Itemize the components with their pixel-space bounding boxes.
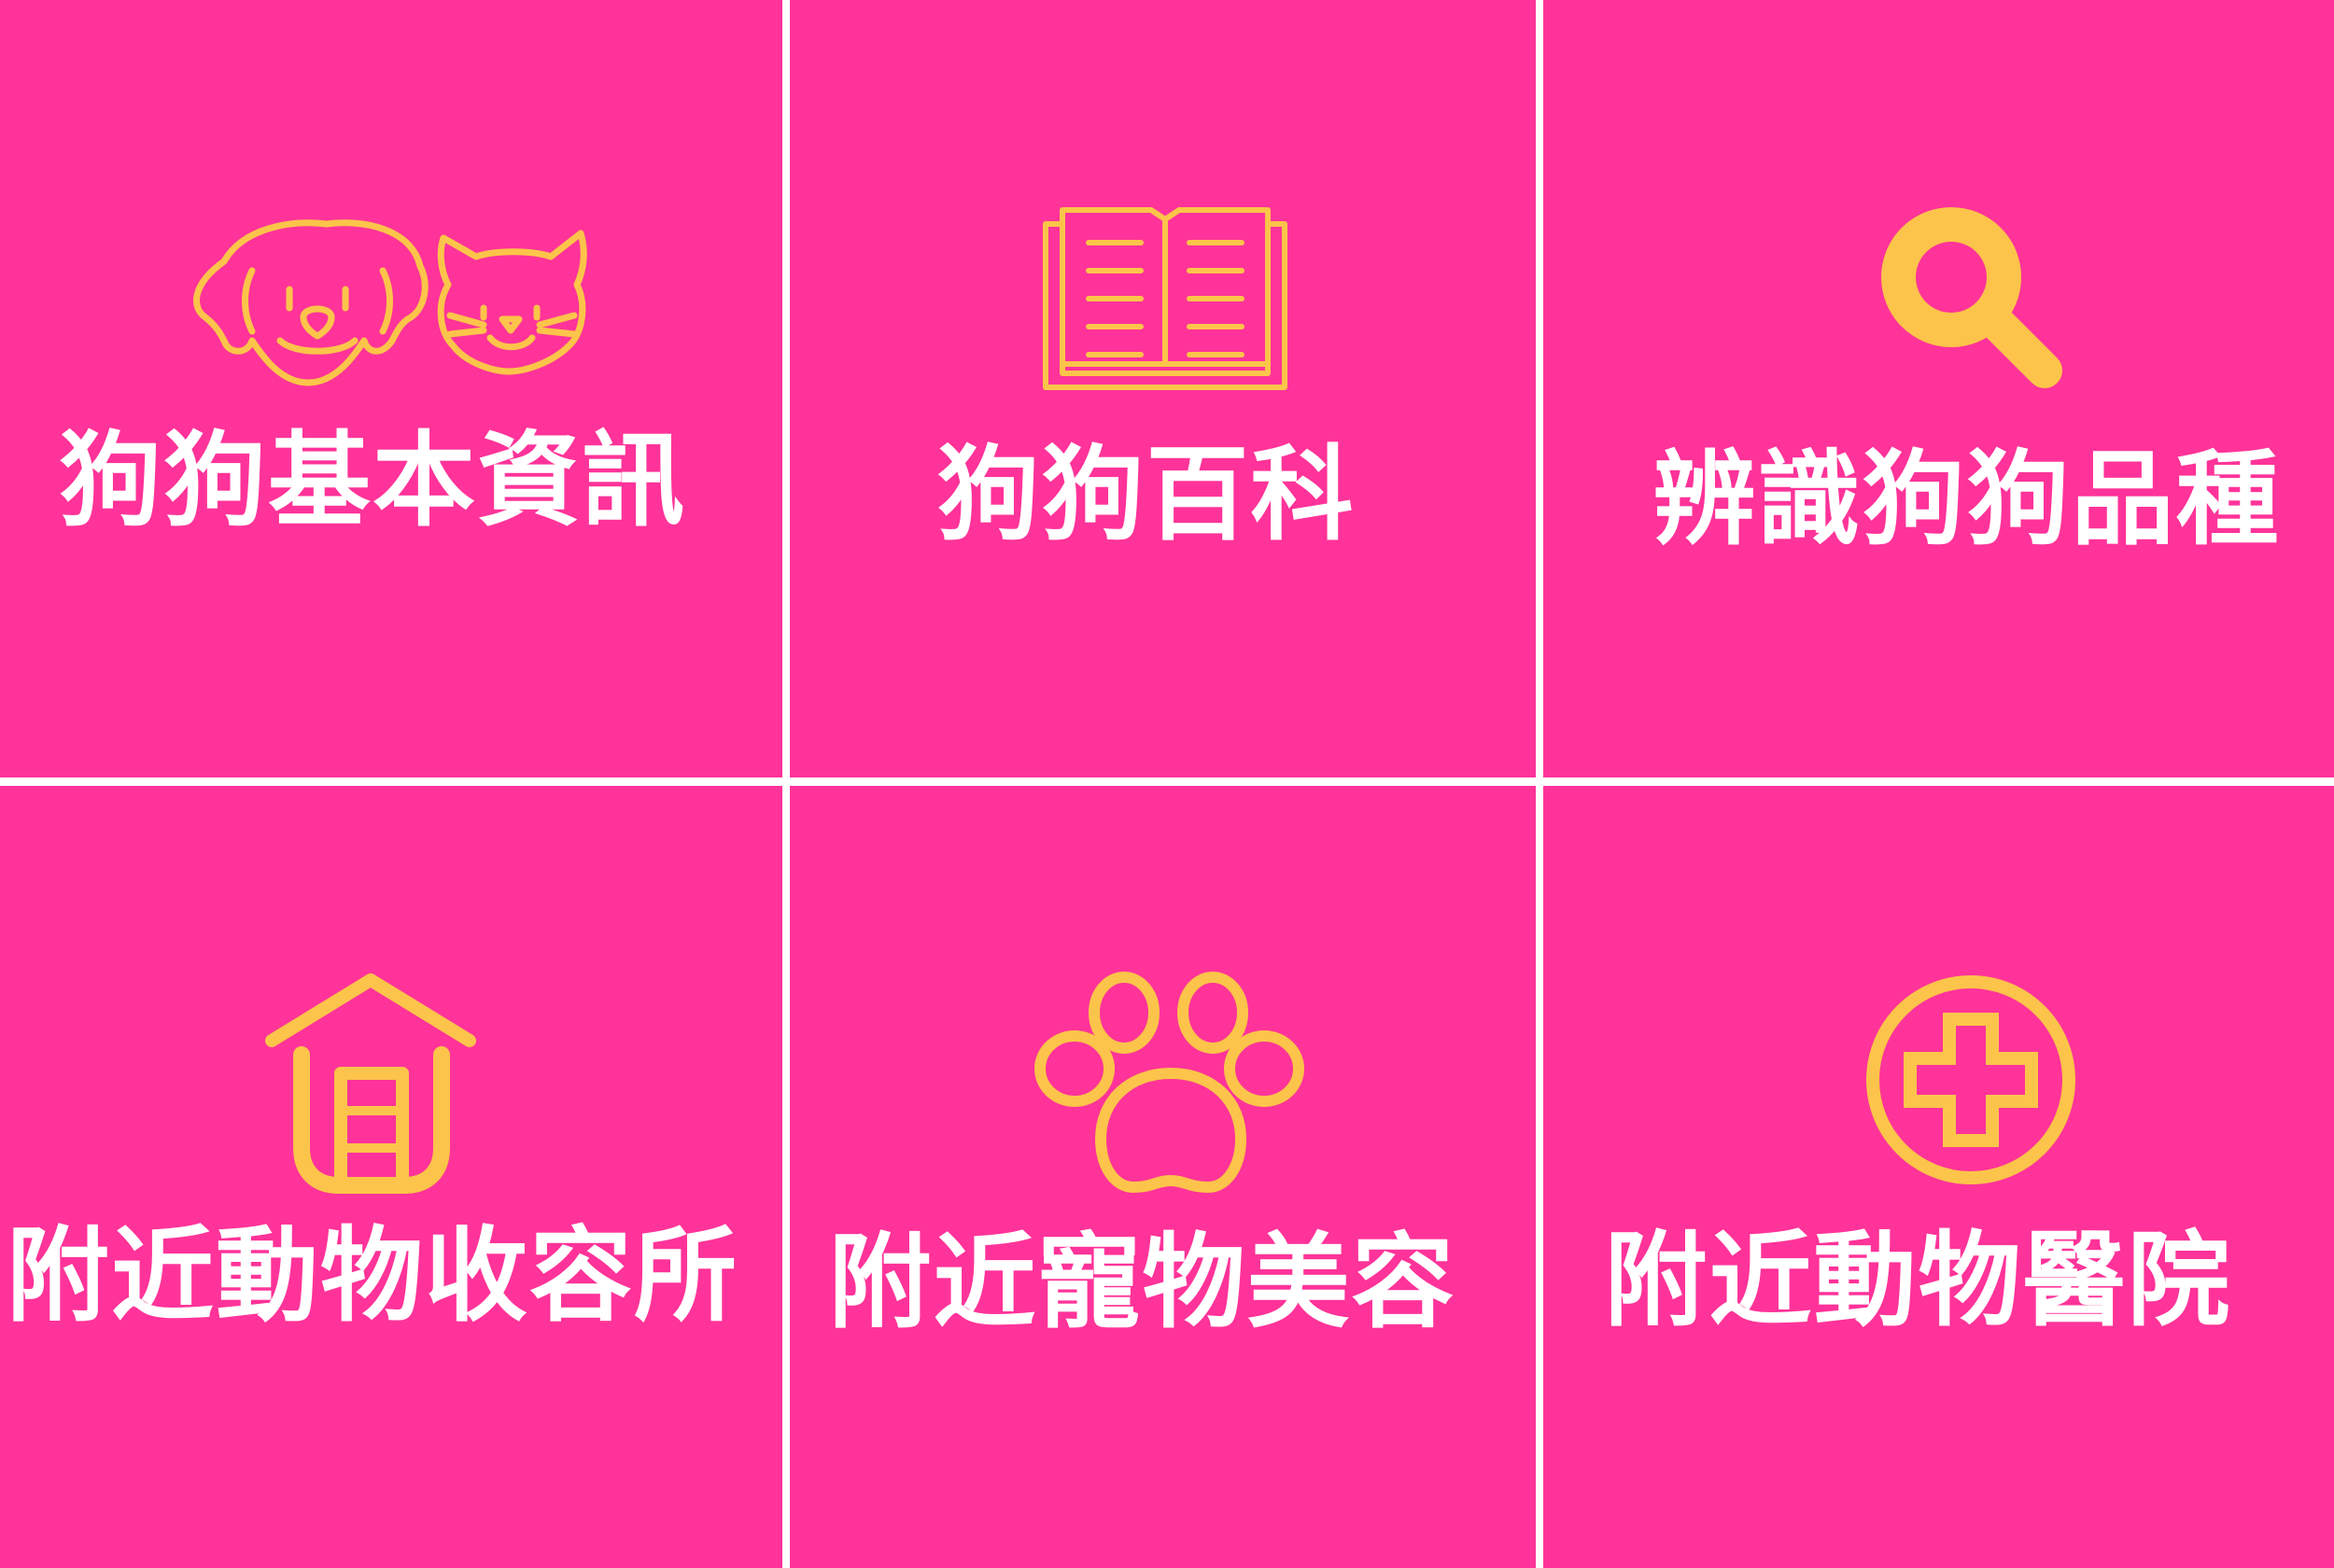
open-book-icon xyxy=(1043,207,1287,390)
tile-label: 附近動物醫院 xyxy=(1604,1221,2232,1340)
tile-label: 狗狗百科 xyxy=(936,435,1356,554)
tile-nearby-pet-grooming[interactable]: 附近寵物美容 xyxy=(790,786,1536,1568)
tile-nearby-shelter[interactable]: 附近動物收容所 xyxy=(0,786,782,1568)
tile-label: 附近動物收容所 xyxy=(7,1216,738,1336)
tile-dog-encyclopedia[interactable]: 狗狗百科 xyxy=(790,0,1536,777)
paw-icon xyxy=(1034,972,1304,1193)
tile-label: 附近寵物美容 xyxy=(828,1223,1456,1342)
dog-cat-icon xyxy=(193,219,587,386)
tile-label: 狗狗基本資訊 xyxy=(59,421,686,540)
shelter-house-icon xyxy=(265,973,476,1194)
medical-cross-icon xyxy=(1866,975,2075,1184)
tile-label: 辨識狗狗品種 xyxy=(1652,440,2281,559)
tile-dog-basic-info[interactable]: 狗狗基本資訊 xyxy=(0,0,782,777)
magnifier-icon xyxy=(1881,207,2062,388)
tile-nearby-vet-hospital[interactable]: 附近動物醫院 xyxy=(1543,786,2334,1568)
tile-breed-recognition[interactable]: 辨識狗狗品種 xyxy=(1543,0,2334,777)
